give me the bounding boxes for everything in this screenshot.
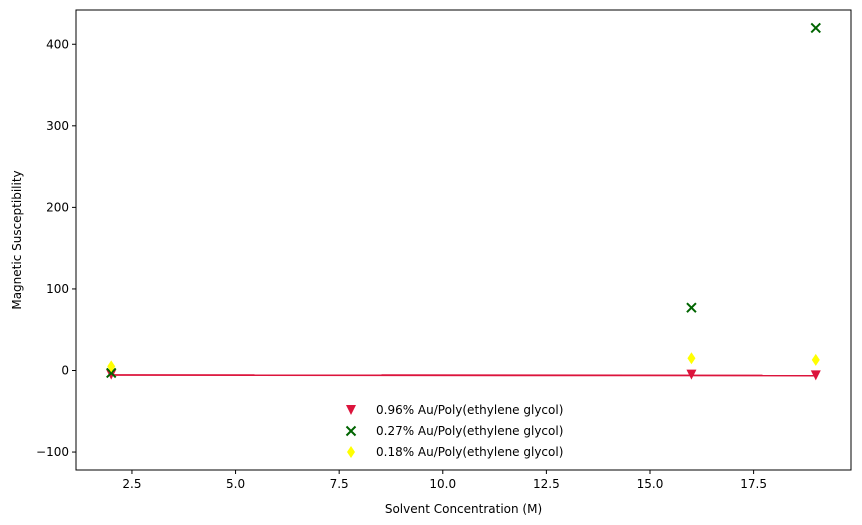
plot-frame: [75, 9, 852, 471]
x-tick-label: 5.0: [226, 477, 245, 491]
data-point-series-1: [106, 369, 117, 380]
legend-label-2: 0.27% Au/Poly(ethylene glycol): [376, 424, 563, 438]
x-tick-label: 2.5: [122, 477, 141, 491]
data-point-series-3: [811, 353, 820, 366]
legend-marker-2: [345, 425, 357, 437]
data-point-series-2: [686, 302, 697, 313]
y-tick-label: 100: [46, 282, 69, 296]
data-point-series-1: [810, 370, 821, 381]
y-tick-label: 400: [46, 37, 69, 51]
x-axis-label: Solvent Concentration (M): [385, 502, 542, 516]
legend: 0.96% Au/Poly(ethylene glycol) 0.27% Au/P…: [345, 403, 563, 459]
x-tick-label: 17.5: [740, 477, 767, 491]
legend-marker-1: [346, 405, 356, 415]
data-point-series-3: [107, 360, 116, 373]
y-tick-label: −100: [36, 445, 69, 459]
data-point-series-2: [810, 22, 821, 34]
y-tick-label: 200: [46, 200, 69, 214]
fit-line: [111, 374, 816, 377]
y-axis-ticks: −100 0 100 200 300 400: [36, 37, 76, 459]
y-axis-label: Magnetic Susceptibility: [10, 170, 24, 309]
legend-marker-3: [347, 446, 355, 458]
y-tick-label: 300: [46, 119, 69, 133]
legend-label-3: 0.18% Au/Poly(ethylene glycol): [376, 445, 563, 459]
x-tick-label: 15.0: [637, 477, 664, 491]
x-tick-label: 12.5: [533, 477, 560, 491]
x-axis-ticks: 2.5 5.0 7.5 10.0 12.5 15.0 17.5: [122, 470, 767, 491]
plot-marks: [106, 22, 821, 381]
legend-label-1: 0.96% Au/Poly(ethylene glycol): [376, 403, 563, 417]
data-point-series-1: [686, 369, 697, 380]
x-tick-label: 7.5: [330, 477, 349, 491]
data-point-series-3: [687, 352, 696, 365]
x-tick-label: 10.0: [429, 477, 456, 491]
y-tick-label: 0: [61, 363, 69, 377]
data-point-series-2: [106, 367, 117, 379]
